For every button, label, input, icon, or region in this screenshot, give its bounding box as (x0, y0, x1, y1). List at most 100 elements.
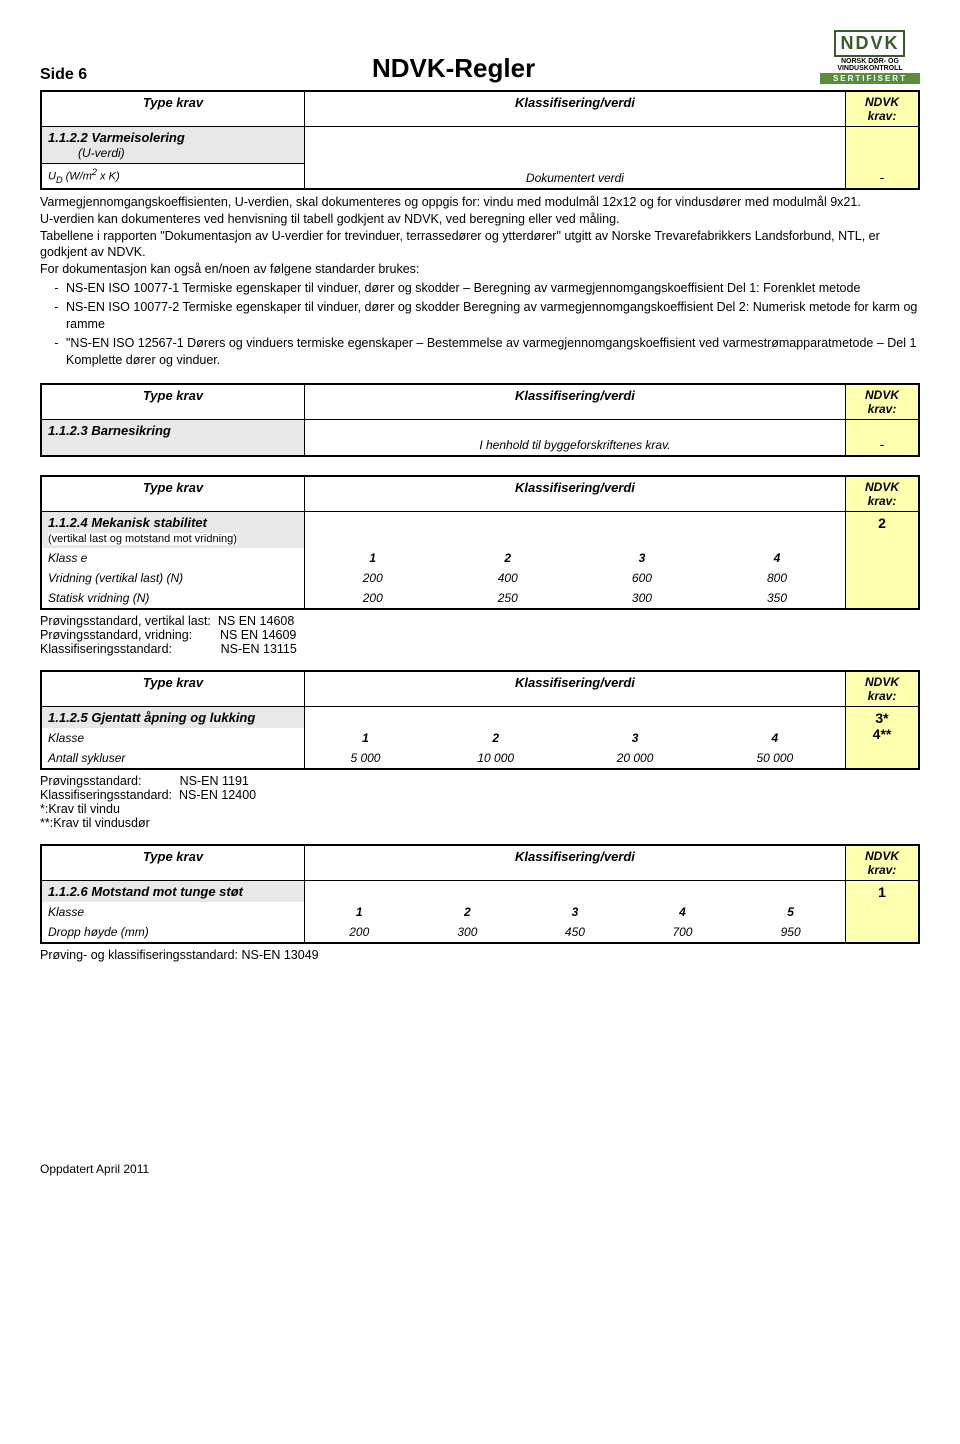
t5-dropp-c5: 950 (736, 922, 845, 943)
col-klass: Klassifisering/verdi (304, 845, 845, 881)
t1-rowlabel: UD (W/m2 x K) (41, 164, 304, 189)
page-header: Side 6 NDVK-Regler NDVK NORSK DØR- OG VI… (40, 30, 920, 84)
t5-klasse-label: Klasse (41, 902, 304, 922)
t3-klasse-label: Klass e (41, 548, 304, 568)
t3-vridning-c1: 200 (304, 568, 440, 588)
t3-klasse-c1: 1 (304, 548, 440, 568)
t4-klasse-c1: 1 (304, 728, 426, 748)
t2-value: I henhold til byggeforskriftenes krav. (304, 419, 845, 456)
t4-note2: **:Krav til vindusdør (40, 816, 150, 830)
t3-statisk-c2: 250 (441, 588, 575, 609)
col-klass: Klassifisering/verdi (304, 91, 845, 127)
page-number: Side 6 (40, 66, 87, 84)
col-klass: Klassifisering/verdi (304, 671, 845, 707)
logo: NDVK NORSK DØR- OG VINDUSKONTROLL SERTIF… (820, 30, 920, 84)
col-ndvk: NDVK krav: (846, 845, 920, 881)
table-gjentatt: Type krav Klassifisering/verdi NDVK krav… (40, 670, 920, 770)
t3-s3l: Klassifiseringsstandard: (40, 642, 172, 656)
t4-standards: Prøvingsstandard: NS-EN 1191 Klassifiser… (40, 774, 920, 830)
t5-s1: Prøving- og klassifiseringsstandard: NS-… (40, 948, 319, 962)
t5-title: 1.1.2.6 Motstand mot tunge støt (41, 880, 304, 902)
t1-title-text: 1.1.2.2 Varmeisolering (48, 130, 185, 145)
t4-antall-c2: 10 000 (426, 748, 565, 769)
t4-title: 1.1.2.5 Gjentatt åpning og lukking (41, 706, 304, 728)
body1-li3: "NS-EN ISO 12567-1 Dørers og vinduers te… (62, 335, 920, 369)
body1-p3: Tabellene i rapporten "Dokumentasjon av … (40, 229, 880, 260)
t4-antall-c4: 50 000 (705, 748, 846, 769)
page-footer: Oppdatert April 2011 (40, 1162, 920, 1176)
t5-klasse-c3: 3 (521, 902, 629, 922)
t2-krav: - (846, 419, 920, 456)
t3-vridning-c2: 400 (441, 568, 575, 588)
t5-krav: 1 (846, 880, 920, 943)
t3-sub: (vertikal last og motstand mot vridning) (48, 533, 237, 545)
t5-dropp-c1: 200 (304, 922, 413, 943)
t5-klasse-c2: 2 (414, 902, 522, 922)
t2-title: 1.1.2.3 Barnesikring (41, 419, 304, 456)
t3-s1l: Prøvingsstandard, vertikal last: (40, 614, 211, 628)
t4-s2l: Klassifiseringsstandard: (40, 788, 172, 802)
t3-s1v: NS EN 14608 (218, 614, 294, 628)
t4-s2v: NS-EN 12400 (179, 788, 256, 802)
body-text-1: Varmegjennomgangskoeffisienten, U-verdie… (40, 194, 920, 369)
t3-vridning-c4: 800 (709, 568, 846, 588)
col-type: Type krav (41, 91, 304, 127)
t4-klasse-c4: 4 (705, 728, 846, 748)
col-ndvk: NDVK krav: (846, 384, 920, 420)
logo-badge: SERTIFISERT (820, 73, 920, 84)
t4-s1v: NS-EN 1191 (180, 774, 249, 788)
t3-standards: Prøvingsstandard, vertikal last: NS EN 1… (40, 614, 920, 656)
t3-klasse-c4: 4 (709, 548, 846, 568)
t3-vridning-label: Vridning (vertikal last) (N) (41, 568, 304, 588)
t3-krav: 2 (846, 511, 920, 609)
t4-klasse-label: Klasse (41, 728, 304, 748)
table-mekanisk: Type krav Klassifisering/verdi NDVK krav… (40, 475, 920, 610)
logo-subtitle: NORSK DØR- OG VINDUSKONTROLL (820, 58, 920, 72)
body1-p4: For dokumentasjon kan også en/noen av fø… (40, 262, 419, 276)
t1-title: 1.1.2.2 Varmeisolering (U-verdi) (41, 127, 304, 164)
t3-klasse-c2: 2 (441, 548, 575, 568)
col-klass: Klassifisering/verdi (304, 476, 845, 512)
t5-klasse-c5: 5 (736, 902, 845, 922)
body1-p2: U-verdien kan dokumenteres ved henvisnin… (40, 212, 620, 226)
t4-antall-c1: 5 000 (304, 748, 426, 769)
col-ndvk: NDVK krav: (846, 671, 920, 707)
logo-text: NDVK (834, 30, 905, 57)
t3-s3v: NS-EN 13115 (221, 642, 297, 656)
t4-antall-label: Antall sykluser (41, 748, 304, 769)
col-type: Type krav (41, 476, 304, 512)
page-title: NDVK-Regler (372, 53, 535, 84)
col-type: Type krav (41, 671, 304, 707)
t3-title: 1.1.2.4 Mekanisk stabilitet (vertikal la… (41, 511, 304, 548)
t3-klasse-c3: 3 (575, 548, 709, 568)
t4-s1l: Prøvingsstandard: (40, 774, 141, 788)
col-type: Type krav (41, 384, 304, 420)
body1-li2: NS-EN ISO 10077-2 Termiske egenskaper ti… (62, 299, 920, 333)
t5-dropp-label: Dropp høyde (mm) (41, 922, 304, 943)
t4-antall-c3: 20 000 (565, 748, 704, 769)
t3-vridning-c3: 600 (575, 568, 709, 588)
t5-standards: Prøving- og klassifiseringsstandard: NS-… (40, 948, 920, 962)
col-klass: Klassifisering/verdi (304, 384, 845, 420)
t5-dropp-c3: 450 (521, 922, 629, 943)
t5-klasse-c1: 1 (304, 902, 413, 922)
body1-p1: Varmegjennomgangskoeffisienten, U-verdie… (40, 195, 861, 209)
t4-klasse-c2: 2 (426, 728, 565, 748)
t1-krav: - (846, 127, 920, 189)
t3-statisk-c3: 300 (575, 588, 709, 609)
body1-li1: NS-EN ISO 10077-1 Termiske egenskaper ti… (62, 280, 920, 297)
t5-dropp-c2: 300 (414, 922, 522, 943)
table-motstand: Type krav Klassifisering/verdi NDVK krav… (40, 844, 920, 944)
t4-note1: *:Krav til vindu (40, 802, 120, 816)
t3-title-text: 1.1.2.4 Mekanisk stabilitet (48, 515, 207, 530)
t5-dropp-c4: 700 (629, 922, 737, 943)
t5-klasse-c4: 4 (629, 902, 737, 922)
table-varmeisolering: Type krav Klassifisering/verdi NDVK krav… (40, 90, 920, 190)
col-type: Type krav (41, 845, 304, 881)
t3-statisk-c1: 200 (304, 588, 440, 609)
table-barnesikring: Type krav Klassifisering/verdi NDVK krav… (40, 383, 920, 457)
t3-s2l: Prøvingsstandard, vridning: (40, 628, 192, 642)
t4-krav: 3* 4** (846, 706, 920, 769)
t3-s2v: NS EN 14609 (220, 628, 296, 642)
t3-statisk-label: Statisk vridning (N) (41, 588, 304, 609)
